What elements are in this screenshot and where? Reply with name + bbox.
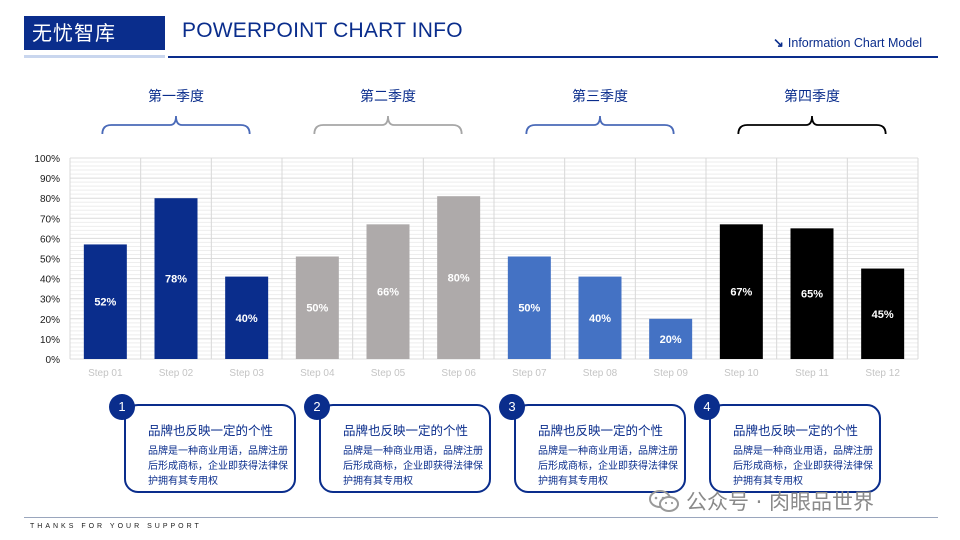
bar xyxy=(295,256,339,359)
y-tick-label: 50% xyxy=(40,255,60,266)
group-bracket xyxy=(737,115,887,135)
brand-underline xyxy=(24,55,165,58)
watermark: 公众号 · 肉眼品世界 xyxy=(648,486,874,516)
x-tick-label: Step 07 xyxy=(512,368,547,379)
brand-logo: 无忧智库 xyxy=(24,16,165,50)
card-text: 品牌是一种商业用语，品牌注册后形成商标，企业即获得法律保护拥有其专用权 xyxy=(733,446,873,487)
x-tick-label: Step 03 xyxy=(229,368,264,379)
bar xyxy=(649,318,693,359)
footer-text: THANKS FOR YOUR SUPPORT xyxy=(30,523,202,530)
group-label: 第三季度 xyxy=(572,88,628,105)
data-label: 65% xyxy=(801,289,823,301)
card-title: 品牌也反映一定的个性 xyxy=(343,423,469,438)
card-text: 品牌是一种商业用语，品牌注册后形成商标，企业即获得法律保护拥有其专用权 xyxy=(343,446,483,487)
x-tick-label: Step 02 xyxy=(159,368,194,379)
y-tick-label: 80% xyxy=(40,194,60,205)
y-tick-label: 70% xyxy=(40,214,60,225)
card-text: 品牌是一种商业用语，品牌注册后形成商标，企业即获得法律保护拥有其专用权 xyxy=(148,446,288,487)
header-divider xyxy=(168,56,938,58)
bar-chart: 0% 10% 20% 30% 40% 50% 60% 70% 80% 90% 100% 52% Step… xyxy=(34,88,919,379)
data-label: 78% xyxy=(165,274,187,286)
data-label: 40% xyxy=(589,313,611,325)
footer-divider xyxy=(24,517,938,518)
card-number-badge: 3 xyxy=(499,394,525,420)
bar xyxy=(861,268,905,359)
data-label: 50% xyxy=(306,303,328,315)
bar xyxy=(790,228,834,359)
data-label: 67% xyxy=(730,287,752,299)
x-tick-label: Step 08 xyxy=(583,368,618,379)
bar xyxy=(507,256,551,359)
wechat-icon xyxy=(649,490,679,512)
bar xyxy=(154,198,198,359)
bar xyxy=(225,276,269,359)
x-tick-label: Step 12 xyxy=(865,368,900,379)
bar xyxy=(578,276,622,359)
data-label: 40% xyxy=(236,313,258,325)
x-tick-label: Step 05 xyxy=(371,368,406,379)
group-bracket xyxy=(313,115,463,135)
data-label: 52% xyxy=(94,297,116,309)
bar xyxy=(719,224,763,359)
info-card-2: 2 品牌也反映一定的个性 品牌是一种商业用语，品牌注册后形成商标，企业即获得法律… xyxy=(304,394,491,493)
y-tick-label: 30% xyxy=(40,295,60,306)
y-tick-label: 20% xyxy=(40,315,60,326)
subtitle: ↘ Information Chart Model xyxy=(773,35,922,51)
card-number-badge: 2 xyxy=(304,394,330,420)
data-label: 80% xyxy=(448,273,470,285)
info-card-1: 1 品牌也反映一定的个性 品牌是一种商业用语，品牌注册后形成商标，企业即获得法律… xyxy=(109,394,296,493)
info-card-4: 4 品牌也反映一定的个性 品牌是一种商业用语，品牌注册后形成商标，企业即获得法律… xyxy=(694,394,881,493)
data-label: 66% xyxy=(377,287,399,299)
group-label: 第二季度 xyxy=(360,88,416,105)
x-tick-label: Step 11 xyxy=(795,368,829,379)
card-text: 品牌是一种商业用语，品牌注册后形成商标，企业即获得法律保护拥有其专用权 xyxy=(538,446,678,487)
y-tick-label: 0% xyxy=(46,355,61,366)
data-label: 50% xyxy=(518,303,540,315)
card-title: 品牌也反映一定的个性 xyxy=(148,423,274,438)
x-tick-label: Step 09 xyxy=(653,368,688,379)
card-number-badge: 1 xyxy=(109,394,135,420)
x-tick-label: Step 04 xyxy=(300,368,335,379)
page-title: POWERPOINT CHART INFO xyxy=(182,19,463,42)
card-title: 品牌也反映一定的个性 xyxy=(538,423,664,438)
watermark-text: 公众号 · 肉眼品世界 xyxy=(686,490,875,514)
y-tick-label: 10% xyxy=(40,335,60,346)
arrow-down-right-icon: ↘ xyxy=(773,35,784,50)
data-label: 45% xyxy=(872,309,894,321)
y-tick-label: 100% xyxy=(34,154,60,165)
bar xyxy=(366,224,410,359)
x-tick-label: Step 01 xyxy=(88,368,123,379)
card-title: 品牌也反映一定的个性 xyxy=(733,423,859,438)
subtitle-text: Information Chart Model xyxy=(787,36,922,50)
card-number-badge: 4 xyxy=(694,394,720,420)
bar xyxy=(437,196,481,359)
info-card-3: 3 品牌也反映一定的个性 品牌是一种商业用语，品牌注册后形成商标，企业即获得法律… xyxy=(499,394,686,493)
group-label: 第一季度 xyxy=(148,88,204,105)
group-bracket xyxy=(525,115,675,135)
x-tick-label: Step 10 xyxy=(724,368,759,379)
group-label: 第四季度 xyxy=(784,88,840,105)
group-bracket xyxy=(101,115,251,135)
x-tick-label: Step 06 xyxy=(441,368,476,379)
bar xyxy=(83,244,127,359)
y-tick-label: 60% xyxy=(40,234,60,245)
y-tick-label: 90% xyxy=(40,174,60,185)
data-label: 20% xyxy=(660,334,682,346)
y-tick-label: 40% xyxy=(40,275,60,286)
